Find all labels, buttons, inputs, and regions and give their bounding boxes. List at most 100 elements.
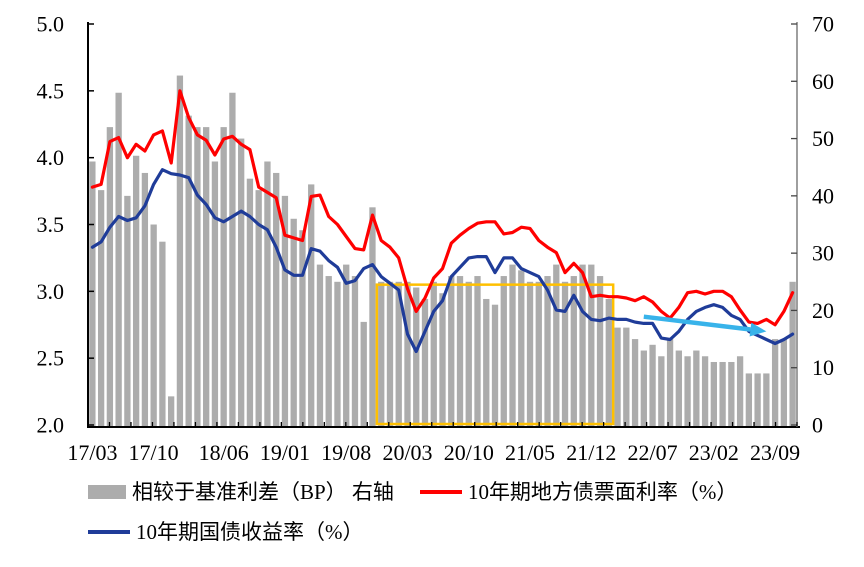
bar (334, 281, 341, 427)
bar (168, 396, 175, 427)
x-axis-tick-label: 21/12 (566, 440, 616, 465)
bar (351, 276, 359, 427)
bar (649, 344, 656, 427)
bar (588, 264, 595, 427)
x-axis-tick-label: 18/06 (199, 440, 249, 465)
left-axis: 5.0 4.5 4.0 3.5 3.0 2.5 2.0 (37, 12, 94, 438)
bar (465, 281, 472, 427)
bar (97, 190, 105, 427)
bar (176, 75, 184, 427)
bar (150, 224, 157, 427)
bar (115, 92, 122, 428)
x-axis-tick-label: 22/07 (628, 440, 678, 465)
bar (456, 276, 464, 427)
legend-label-cgb-yield: 10年期国债收益率（%） (136, 520, 364, 544)
x-axis-tick-label: 19/01 (260, 440, 310, 465)
bar (325, 276, 332, 427)
left-axis-tick-label: 2.5 (37, 346, 65, 371)
left-axis-tick-label: 4.0 (37, 145, 65, 170)
bar (246, 178, 254, 427)
bar (518, 270, 525, 427)
bar-series-spread (89, 75, 796, 428)
right-axis-tick-label: 20 (812, 298, 834, 323)
bar (395, 281, 402, 427)
bar (238, 138, 245, 427)
bar (491, 304, 499, 427)
highlight-box (375, 283, 615, 426)
bar (553, 264, 560, 427)
bar (728, 361, 735, 427)
right-axis-tick-label: 30 (812, 241, 834, 266)
bar (255, 190, 262, 427)
bar (544, 276, 551, 427)
cgb-yield-line (90, 168, 795, 354)
bar (281, 195, 289, 427)
bar (684, 356, 691, 427)
bar (763, 373, 770, 427)
bar (631, 339, 639, 427)
left-axis-tick-label: 2.0 (37, 413, 65, 438)
bar-series-swatch (88, 485, 126, 499)
bar (623, 327, 630, 427)
bar (89, 161, 96, 428)
bar (535, 281, 542, 427)
bar (386, 281, 394, 427)
bar (229, 92, 236, 428)
bar (159, 241, 166, 427)
legend-label-spread: 相较于基准利差（BP） 右轴 (132, 480, 394, 504)
bar (273, 172, 280, 427)
lgb-coupon-line (90, 89, 795, 327)
legend-label-lgb-coupon: 10年期地方债票面利率（%） (467, 480, 738, 504)
bar (561, 281, 569, 427)
bar (483, 298, 490, 427)
left-axis-tick-label: 4.5 (37, 78, 65, 103)
bar (448, 276, 455, 427)
right-axis-tick-label: 0 (812, 413, 823, 438)
bar (203, 127, 210, 428)
right-axis-tick-label: 70 (812, 12, 834, 37)
bar (614, 327, 621, 427)
bar (343, 264, 350, 427)
x-axis-tick-label: 17/10 (129, 440, 179, 465)
chart-legend: 相较于基准利差（BP） 右轴 10年期地方债票面利率（%） 10年期国债收益率（… (88, 478, 848, 558)
bar (194, 127, 201, 428)
x-axis-tick-label: 20/03 (382, 440, 432, 465)
bar (658, 356, 665, 427)
x-axis-tick-label: 17/03 (67, 440, 117, 465)
bar (132, 155, 140, 427)
bar (474, 276, 481, 427)
bar (141, 172, 149, 427)
bar (413, 287, 420, 427)
right-axis-tick-label: 40 (812, 183, 834, 208)
bottom-axis: 17/03 17/10 18/06 19/01 19/08 20/03 20/10 21/05… (67, 422, 800, 465)
bar (316, 264, 324, 427)
x-axis-tick-label: 20/10 (444, 440, 494, 465)
bar (500, 276, 507, 427)
x-axis-tick-label: 19/08 (321, 440, 371, 465)
bar (771, 339, 779, 427)
bar (106, 127, 114, 428)
bar (736, 356, 744, 427)
right-axis-tick-label: 60 (812, 69, 834, 94)
x-axis-tick-label: 21/05 (505, 440, 555, 465)
bar (745, 373, 753, 427)
left-axis-tick-label: 3.0 (37, 279, 65, 304)
bar (579, 264, 586, 427)
bar (605, 298, 612, 427)
right-axis-tick-label: 10 (812, 355, 834, 380)
legend-row-2: 10年期国债收益率（%） (88, 518, 848, 546)
bar (719, 361, 726, 427)
bar (526, 281, 534, 427)
bar (509, 264, 516, 427)
x-axis-tick-label: 23/09 (750, 440, 800, 465)
bar (789, 281, 796, 427)
left-axis-tick-label: 5.0 (37, 12, 65, 37)
bar (308, 184, 315, 427)
bar (675, 350, 682, 427)
bar (360, 321, 367, 427)
bar (780, 339, 788, 427)
trend-arrow (643, 314, 767, 337)
bar (701, 356, 709, 427)
x-axis-tick-label: 23/02 (689, 440, 739, 465)
